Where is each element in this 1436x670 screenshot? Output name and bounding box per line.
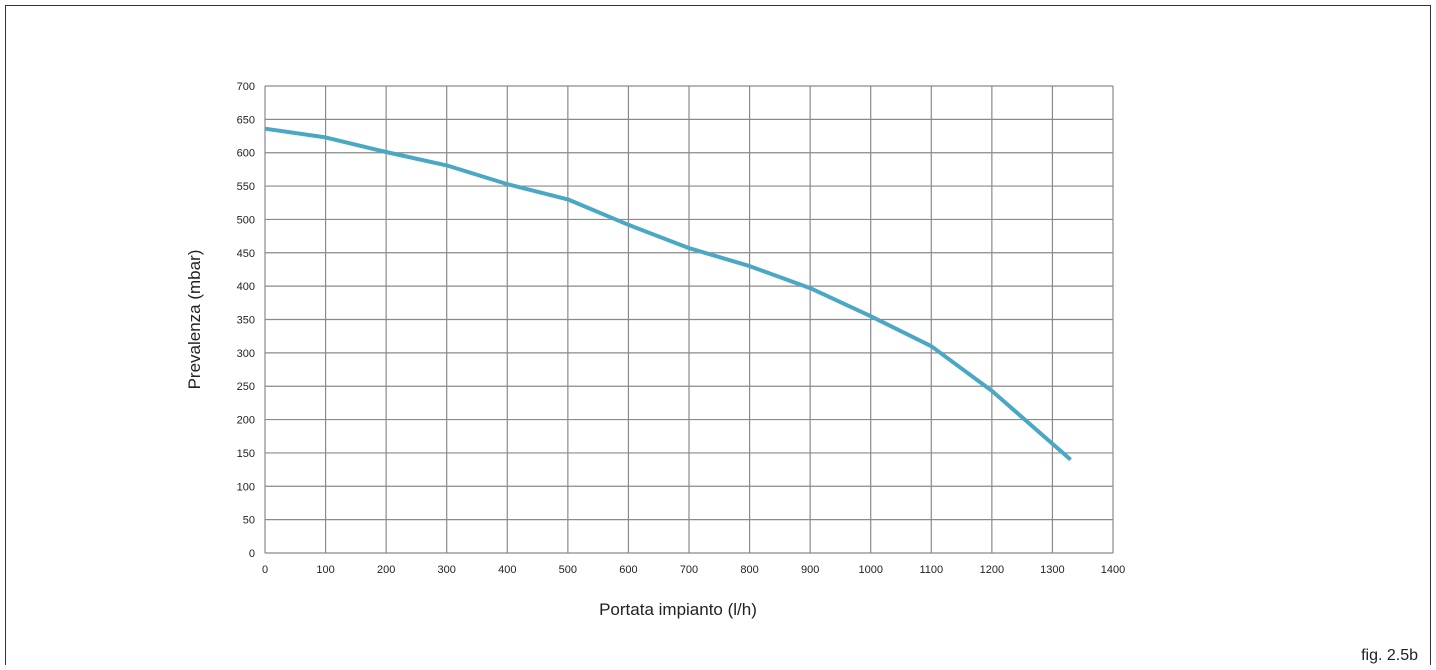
x-tick-label: 1000: [858, 564, 882, 576]
x-tick-label: 0: [262, 564, 268, 576]
x-tick-label: 100: [316, 564, 334, 576]
y-axis-title: Prevalenza (mbar): [185, 250, 204, 390]
y-tick-label: 350: [237, 315, 255, 327]
x-tick-label: 800: [740, 564, 758, 576]
grid: [264, 85, 1114, 554]
series-line-0: [264, 126, 1072, 462]
x-axis-title: Portata impianto (l/h): [599, 600, 757, 619]
y-tick-label: 550: [237, 181, 255, 193]
y-tick-label: 150: [237, 448, 255, 460]
x-tick-label: 900: [801, 564, 819, 576]
data-series: [264, 126, 1072, 462]
x-tick-label: 300: [438, 564, 456, 576]
x-tick-label: 400: [498, 564, 516, 576]
x-tick-label: 700: [680, 564, 698, 576]
y-tick-label: 700: [237, 81, 255, 93]
x-tick-label: 1200: [980, 564, 1004, 576]
figure-frame: [5, 5, 1431, 665]
x-tick-label: 600: [619, 564, 637, 576]
x-tick-label: 1100: [919, 564, 943, 576]
y-tick-label: 200: [237, 415, 255, 427]
y-tick-label: 50: [243, 515, 255, 527]
y-tick-label: 500: [237, 214, 255, 226]
x-tick-label: 1400: [1101, 564, 1125, 576]
y-tick-label: 0: [249, 548, 255, 560]
y-tick-labels: 0 50 100 150 200 250 300 350 400 450 500 550 600 650 7…: [237, 81, 255, 560]
x-tick-label: 1300: [1040, 564, 1064, 576]
y-tick-label: 600: [237, 148, 255, 160]
y-tick-label: 450: [237, 248, 255, 260]
figure-label: fig. 2.5b: [1361, 647, 1418, 664]
x-tick-label: 200: [377, 564, 395, 576]
y-tick-label: 400: [237, 281, 255, 293]
y-tick-label: 100: [237, 481, 255, 493]
y-tick-label: 250: [237, 381, 255, 393]
x-tick-labels: 0 100 200 300 400 500 600 700 800 900 1000 1100 1200…: [262, 564, 1125, 576]
y-tick-label: 650: [237, 114, 255, 126]
y-tick-label: 300: [237, 348, 255, 360]
x-tick-label: 500: [559, 564, 577, 576]
